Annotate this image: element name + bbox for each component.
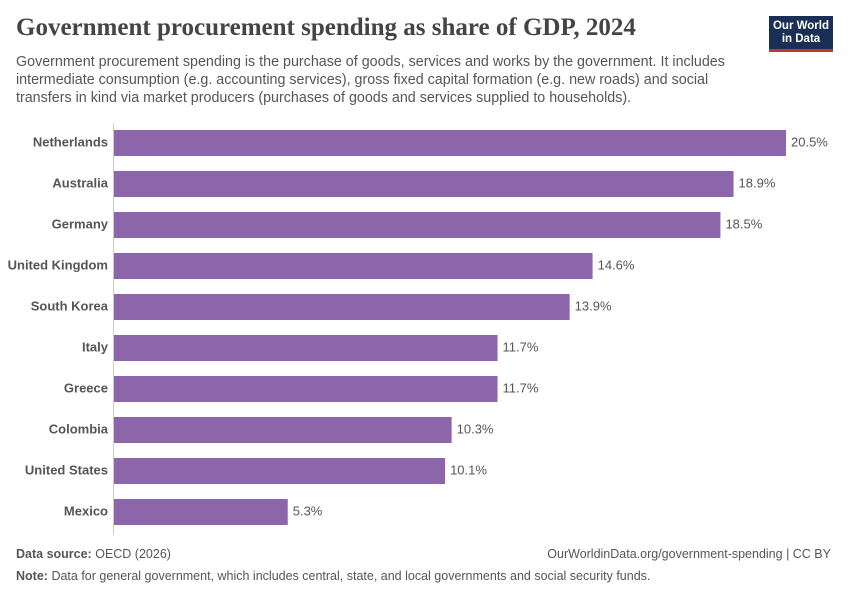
bar <box>114 212 721 238</box>
value-label: 5.3% <box>293 503 323 518</box>
value-label: 11.7% <box>503 339 539 354</box>
bar <box>114 171 734 197</box>
source: Data source: OECD (2026) <box>16 547 171 561</box>
value-label: 10.3% <box>457 421 494 436</box>
note-label: Note: <box>16 569 48 583</box>
category-label: Greece <box>64 380 108 395</box>
value-label: 18.5% <box>725 216 762 231</box>
category-label: Italy <box>82 339 109 354</box>
bar <box>114 294 570 320</box>
value-label: 18.9% <box>739 175 776 190</box>
bar <box>114 376 498 402</box>
bar <box>114 417 452 443</box>
category-label: South Korea <box>31 298 109 313</box>
category-label: Australia <box>52 175 108 190</box>
category-label: Netherlands <box>33 134 108 149</box>
value-label: 14.6% <box>598 257 635 272</box>
category-label: Mexico <box>64 503 108 518</box>
bar <box>114 130 786 156</box>
chart-subtitle: Government procurement spending is the p… <box>16 54 725 106</box>
category-label: United States <box>25 462 108 477</box>
note-text: Data for general government, which inclu… <box>51 569 651 583</box>
value-label: 11.7% <box>503 380 539 395</box>
url[interactable]: OurWorldinData.org/government-spending |… <box>547 547 831 561</box>
category-label: United Kingdom <box>8 257 108 272</box>
note: Note: Data for general government, which… <box>16 569 650 583</box>
value-label: 20.5% <box>791 134 828 149</box>
chart: Netherlands 20.5% Australia 18.9% Germany 18.… <box>8 123 828 535</box>
category-label: Germany <box>52 216 109 231</box>
bar <box>114 253 593 279</box>
logo-line: in Data <box>781 33 821 45</box>
value-label: 13.9% <box>575 298 612 313</box>
logo-line: Our World <box>772 20 829 32</box>
value-label: 10.1% <box>450 462 487 477</box>
source-label: Data source: <box>16 547 92 561</box>
bar <box>114 458 446 484</box>
chart-title: Government procurement spending as share… <box>16 14 636 41</box>
bar <box>114 335 498 361</box>
bar <box>114 499 288 525</box>
category-label: Colombia <box>49 421 109 436</box>
logo[interactable]: Our World in Data <box>769 16 833 52</box>
source-text: OECD (2026) <box>95 547 171 561</box>
